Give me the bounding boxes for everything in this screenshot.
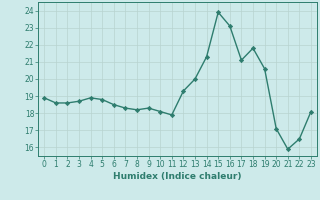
X-axis label: Humidex (Indice chaleur): Humidex (Indice chaleur) [113,172,242,181]
